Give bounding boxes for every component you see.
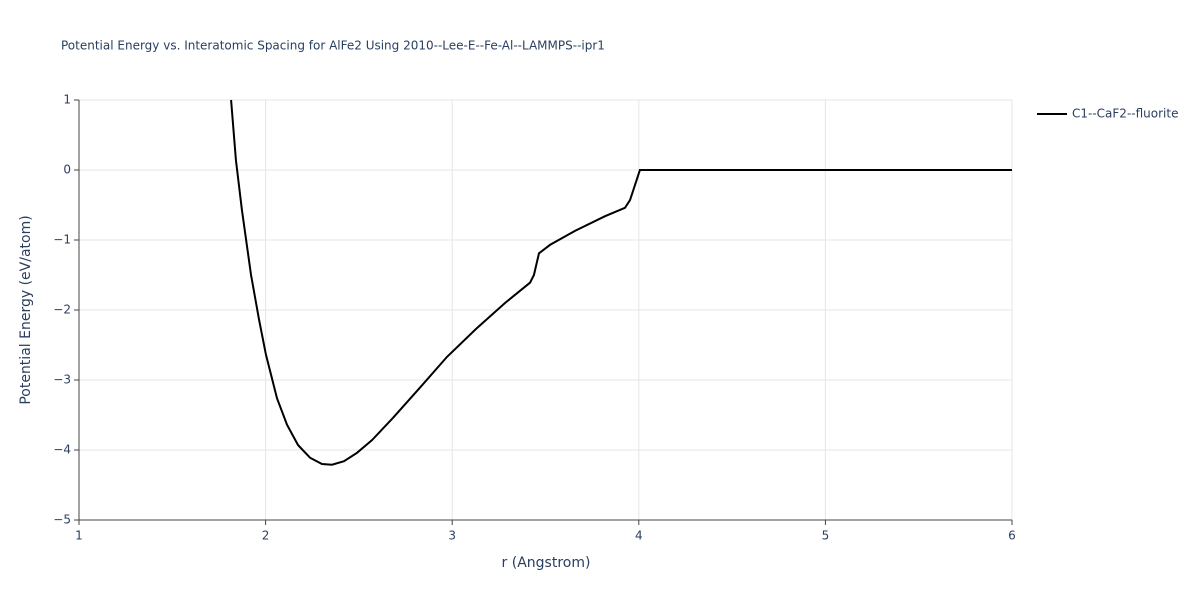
y-tick-label: 0 [63,163,71,177]
y-tick-label: −4 [53,443,71,457]
y-tick-label: −2 [53,303,71,317]
y-tick-label: −5 [53,513,71,527]
x-tick-label: 4 [635,529,643,543]
y-tick-label: −3 [53,373,71,387]
y-tick-label: 1 [63,93,71,107]
chart-title: Potential Energy vs. Interatomic Spacing… [61,39,605,53]
series-line [230,99,1012,466]
x-tick-label: 2 [262,529,270,543]
x-tick-label: 1 [75,529,83,543]
x-axis-title: r (Angstrom) [502,555,591,571]
legend-label: C1--CaF2--fluorite [1072,107,1178,121]
x-tick-label: 5 [822,529,830,543]
y-axis-title: Potential Energy (eV/atom) [18,215,34,404]
x-tick-label: 3 [448,529,456,543]
y-tick-label: −1 [53,233,71,247]
x-tick-label: 6 [1008,529,1016,543]
